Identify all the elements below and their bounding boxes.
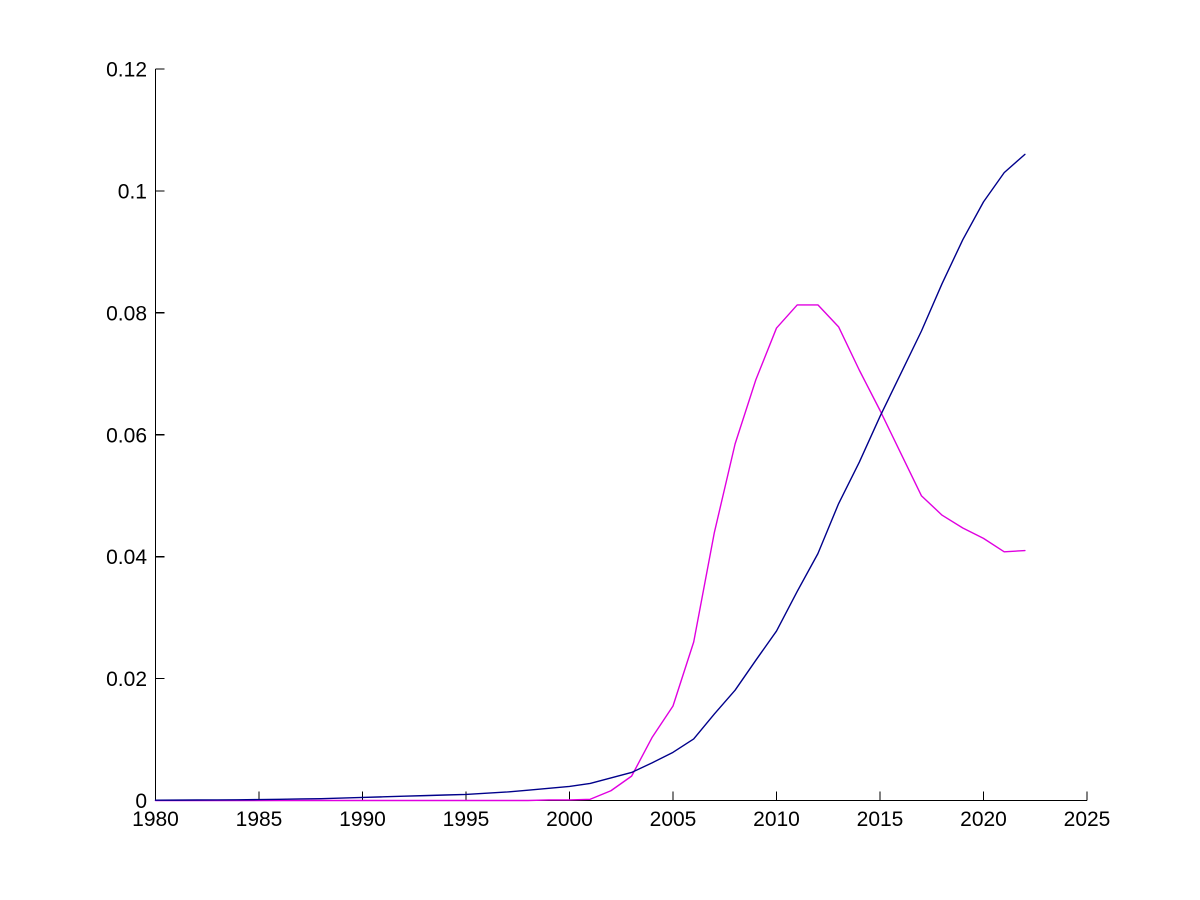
y-tick-label: 0.06 xyxy=(106,424,147,447)
y-tick-label: 0.02 xyxy=(106,668,147,691)
x-tick-label: 2000 xyxy=(546,808,593,831)
x-tick-label: 2020 xyxy=(960,808,1007,831)
data-series xyxy=(154,153,1026,802)
y-tick-label: 0.12 xyxy=(106,59,147,82)
axes xyxy=(154,68,1088,802)
x-tick-label: 2005 xyxy=(650,808,697,831)
x-tick-label: 2025 xyxy=(1064,808,1111,831)
y-tick-label: 0.04 xyxy=(106,546,147,569)
y-tick-label: 0 xyxy=(135,790,147,813)
x-tick-label: 1980 xyxy=(132,808,179,831)
x-tick-label: 2010 xyxy=(753,808,800,831)
dark-blue-curve xyxy=(154,153,1026,801)
y-tick-label: 0.08 xyxy=(106,302,147,325)
x-tick-label: 1985 xyxy=(236,808,283,831)
tick-labels: 1980 1985 1990 1995 2000 2005 2010 2015 2020 2025… xyxy=(106,59,1110,832)
x-tick-label: 1995 xyxy=(443,808,490,831)
magenta-curve xyxy=(154,304,1026,802)
y-tick-label: 0.1 xyxy=(118,180,147,203)
x-tick-label: 1990 xyxy=(339,808,386,831)
x-tick-label: 2015 xyxy=(857,808,904,831)
